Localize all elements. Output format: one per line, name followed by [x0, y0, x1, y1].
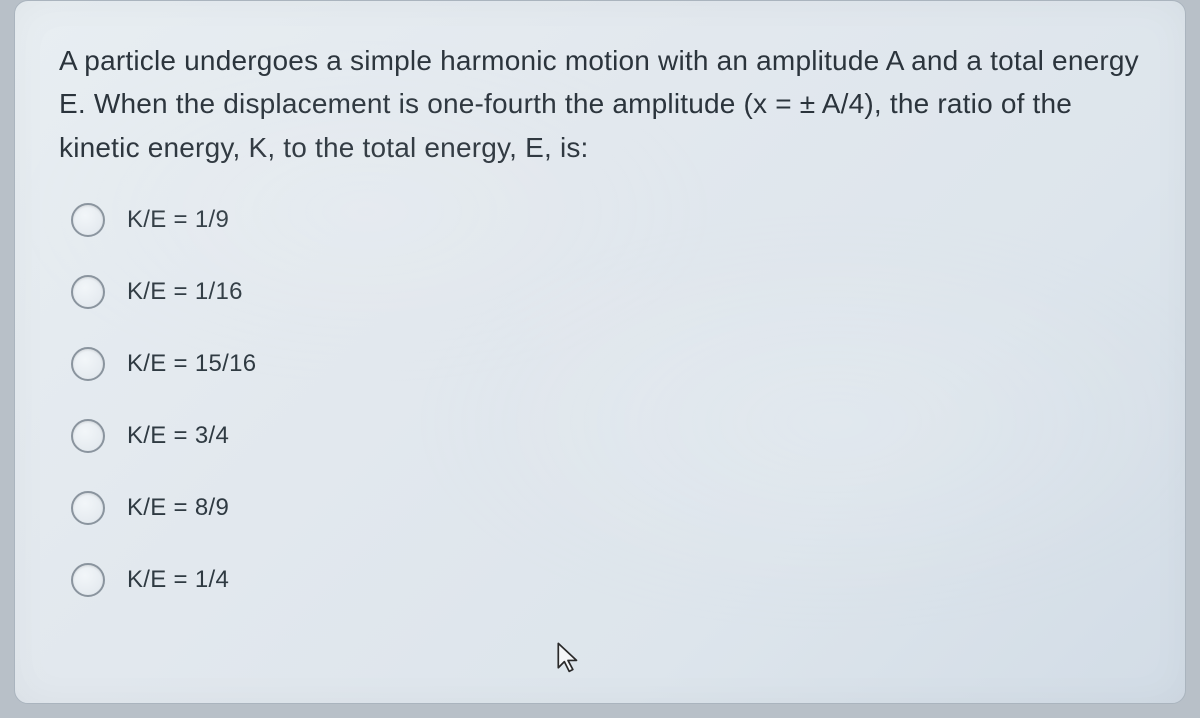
option-row[interactable]: K/E = 1/16: [71, 275, 1141, 309]
option-row[interactable]: K/E = 1/4: [71, 563, 1141, 597]
option-label: K/E = 3/4: [127, 422, 229, 450]
option-row[interactable]: K/E = 8/9: [71, 491, 1141, 525]
option-label: K/E = 15/16: [127, 350, 256, 378]
option-row[interactable]: K/E = 1/9: [71, 203, 1141, 237]
options-list: K/E = 1/9 K/E = 1/16 K/E = 15/16 K/E = 3…: [59, 203, 1141, 597]
option-label: K/E = 1/4: [127, 566, 229, 594]
radio-unchecked-icon[interactable]: [71, 491, 105, 525]
radio-unchecked-icon[interactable]: [71, 563, 105, 597]
option-label: K/E = 1/16: [127, 278, 243, 306]
question-card: A particle undergoes a simple harmonic m…: [14, 0, 1186, 704]
radio-unchecked-icon[interactable]: [71, 275, 105, 309]
cursor-arrow-icon: [555, 641, 581, 675]
radio-unchecked-icon[interactable]: [71, 419, 105, 453]
option-label: K/E = 1/9: [127, 206, 229, 234]
question-text: A particle undergoes a simple harmonic m…: [59, 39, 1141, 169]
option-row[interactable]: K/E = 15/16: [71, 347, 1141, 381]
option-row[interactable]: K/E = 3/4: [71, 419, 1141, 453]
option-label: K/E = 8/9: [127, 494, 229, 522]
radio-unchecked-icon[interactable]: [71, 203, 105, 237]
radio-unchecked-icon[interactable]: [71, 347, 105, 381]
